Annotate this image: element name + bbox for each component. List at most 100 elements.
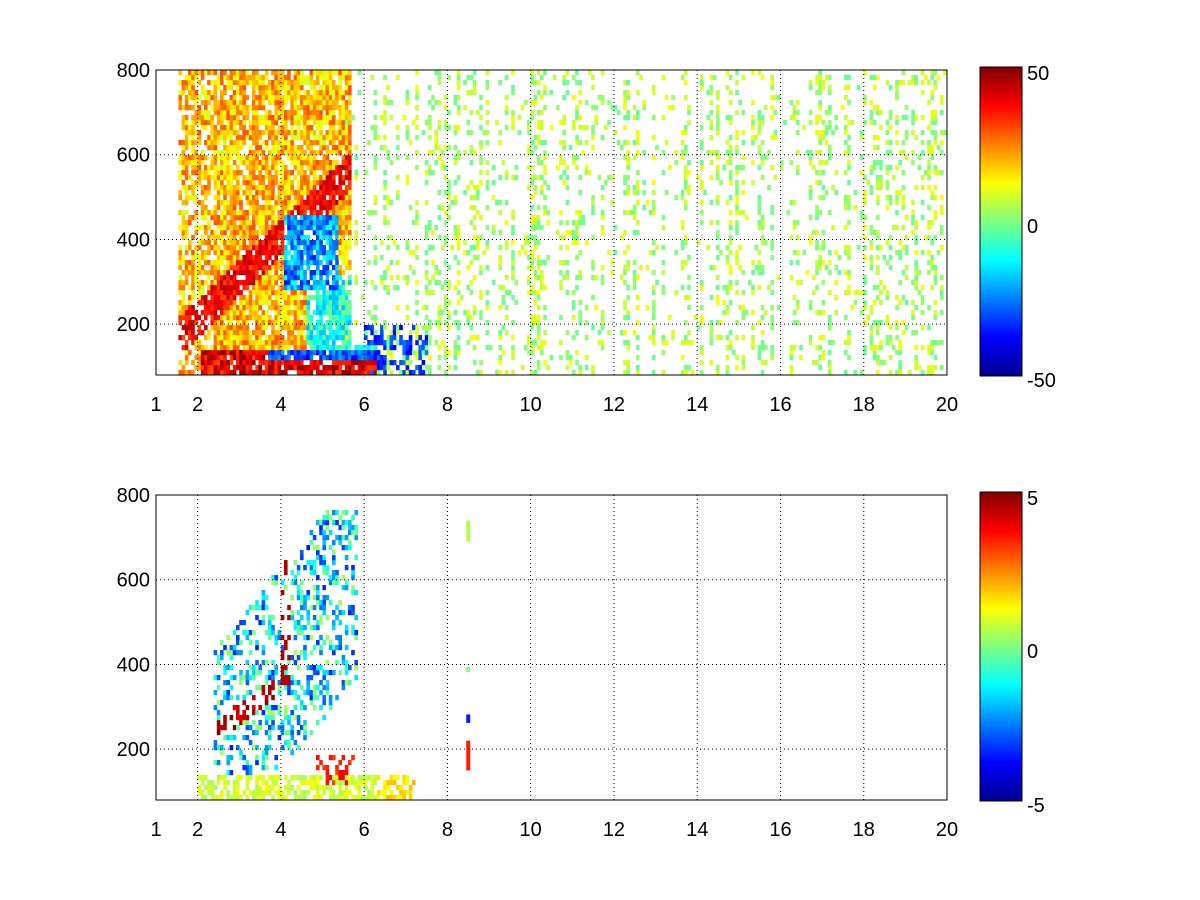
heatmap-cell xyxy=(332,285,336,291)
heatmap-cell xyxy=(415,255,419,261)
heatmap-cell xyxy=(306,225,310,231)
heatmap-cell xyxy=(533,300,538,306)
heatmap-cell xyxy=(252,105,256,111)
heatmap-cell xyxy=(440,150,445,156)
heatmap-cell xyxy=(303,210,307,216)
heatmap-cell xyxy=(344,325,349,331)
heatmap-cell xyxy=(178,360,182,366)
heatmap-cell xyxy=(252,240,256,246)
heatmap-cell xyxy=(293,105,298,111)
heatmap-cell xyxy=(828,125,832,131)
heatmap-cell xyxy=(373,160,378,166)
heatmap-cell xyxy=(847,340,851,346)
heatmap-cell xyxy=(332,210,336,216)
heatmap-cell xyxy=(220,105,224,111)
heatmap-cell xyxy=(648,250,653,256)
heatmap-cell xyxy=(869,265,874,271)
x-tick-label: 6 xyxy=(359,394,370,416)
heatmap-cell xyxy=(892,175,896,181)
heatmap-cell xyxy=(216,350,221,356)
heatmap-cell xyxy=(287,130,291,136)
heatmap-cell xyxy=(565,70,570,76)
heatmap-cell xyxy=(504,105,509,111)
heatmap-cell xyxy=(194,310,198,316)
heatmap-cell xyxy=(818,345,822,351)
heatmap-cell xyxy=(255,250,259,256)
heatmap-cell xyxy=(757,265,762,271)
heatmap-cell xyxy=(559,285,563,291)
heatmap-cell xyxy=(184,145,189,151)
heatmap-cell xyxy=(444,320,448,326)
heatmap-cell xyxy=(213,360,218,366)
heatmap-cell xyxy=(255,75,259,81)
heatmap-cell xyxy=(824,265,829,271)
heatmap-cell xyxy=(328,175,333,181)
heatmap-cell xyxy=(261,100,266,106)
heatmap-cell xyxy=(300,95,304,101)
heatmap-cell xyxy=(828,110,832,116)
heatmap-cell xyxy=(383,115,387,121)
heatmap-cell xyxy=(469,280,474,286)
heatmap-cell xyxy=(277,115,282,121)
heatmap-cell xyxy=(437,100,442,106)
heatmap-cell xyxy=(728,135,733,141)
heatmap-cell xyxy=(332,250,336,256)
heatmap-cell xyxy=(626,360,630,366)
heatmap-cell xyxy=(226,175,230,181)
heatmap-cell xyxy=(296,115,301,121)
heatmap-cell xyxy=(210,175,214,181)
heatmap-cell xyxy=(232,270,237,276)
heatmap-cell xyxy=(940,100,944,106)
heatmap-cell xyxy=(834,265,838,271)
heatmap-cell xyxy=(264,340,269,346)
heatmap-cell xyxy=(316,285,320,291)
heatmap-cell xyxy=(770,75,774,81)
heatmap-cell xyxy=(223,670,227,676)
heatmap-cell xyxy=(328,200,333,206)
heatmap-cell xyxy=(306,145,310,151)
heatmap-cell xyxy=(184,125,189,131)
heatmap-cell xyxy=(930,195,934,201)
heatmap-cell xyxy=(789,235,794,241)
heatmap-cell xyxy=(348,310,352,316)
heatmap-cell xyxy=(232,205,237,211)
heatmap-cell xyxy=(303,315,307,321)
heatmap-cell xyxy=(245,255,250,261)
heatmap-cell xyxy=(210,90,214,96)
heatmap-cell xyxy=(252,255,256,261)
heatmap-cell xyxy=(383,275,387,281)
heatmap-cell xyxy=(444,305,448,311)
heatmap-cell xyxy=(600,325,605,331)
heatmap-cell xyxy=(277,305,282,311)
heatmap-cell xyxy=(232,90,237,96)
heatmap-cell xyxy=(290,80,294,86)
heatmap-cell xyxy=(216,175,221,181)
heatmap-cell xyxy=(204,90,208,96)
y-tick-label: 800 xyxy=(117,60,150,82)
heatmap-cell xyxy=(287,240,291,246)
heatmap-cell xyxy=(476,110,480,116)
heatmap-cell xyxy=(898,350,902,356)
heatmap-cell xyxy=(636,365,640,371)
heatmap-cell xyxy=(517,130,522,136)
heatmap-cell xyxy=(261,95,266,101)
heatmap-cell xyxy=(213,760,218,766)
heatmap-cell xyxy=(178,305,182,311)
heatmap-cell xyxy=(194,90,198,96)
heatmap-cell xyxy=(306,190,310,196)
heatmap-cell xyxy=(504,315,509,321)
heatmap-cell xyxy=(280,215,285,221)
heatmap-cell xyxy=(815,210,819,216)
heatmap-cell xyxy=(280,210,285,216)
heatmap-cell xyxy=(312,225,317,231)
heatmap-cell xyxy=(261,355,266,361)
heatmap-cell xyxy=(751,335,755,341)
heatmap-cell xyxy=(309,180,314,186)
heatmap-cell xyxy=(306,185,310,191)
heatmap-cell xyxy=(917,165,922,171)
heatmap-cell xyxy=(226,225,230,231)
heatmap-cell xyxy=(341,240,346,246)
heatmap-cell xyxy=(485,225,490,231)
heatmap-cell xyxy=(284,195,288,201)
heatmap-cell xyxy=(213,210,218,216)
